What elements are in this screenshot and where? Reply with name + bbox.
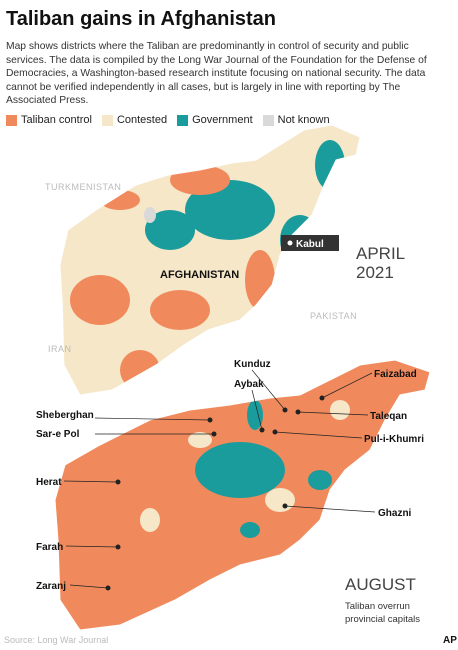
legend-swatch [262,114,274,126]
source: Source: Long War Journal [4,635,108,645]
note: provincial capitals [345,614,420,625]
city-label: Herat [36,477,62,488]
legend-swatch [101,114,113,126]
city-label: Ghazni [378,508,412,519]
legend-item: Not known [262,114,330,126]
legend-item: Taliban control [6,114,92,126]
credit: AP [443,635,457,646]
title: Taliban gains in Afghanistan [6,8,277,30]
legend: Taliban control Contested Government Not kn… [6,114,330,126]
city-label: Faizabad [374,369,417,380]
city-label: Farah [36,542,63,553]
country-label: IRAN [48,344,72,354]
period-label: AUGUST [345,575,416,594]
city-label: Zaranj [36,581,66,592]
city-label: Kunduz [234,359,271,370]
period-label: APRIL [356,244,405,263]
legend-label: Contested [116,114,168,126]
legend-swatch [6,114,17,126]
period-label: 2021 [356,263,394,282]
legend-item: Government [177,114,253,126]
city-label: Sheberghan [36,410,94,421]
legend-label: Not known [277,114,330,126]
country-label: PAKISTAN [310,311,357,321]
city-label: Aybak [234,379,264,390]
city-label: Taleqan [370,411,407,422]
capital-box [281,235,339,251]
city-label: Pul-i-Khumri [364,434,424,445]
legend-swatch [177,114,189,126]
leader-lines [63,369,376,589]
legend-label: Taliban control [21,114,92,126]
description: Map shows districts where the Taliban ar… [6,41,427,106]
note: Taliban overrun [345,601,410,612]
capital-label: Kabul [296,239,324,250]
country-label: TURKMENISTAN [45,182,121,192]
legend-item: Contested [101,114,168,126]
legend-label: Government [192,114,253,126]
city-label: Sar-e Pol [36,429,80,440]
country-label: AFGHANISTAN [160,269,239,281]
